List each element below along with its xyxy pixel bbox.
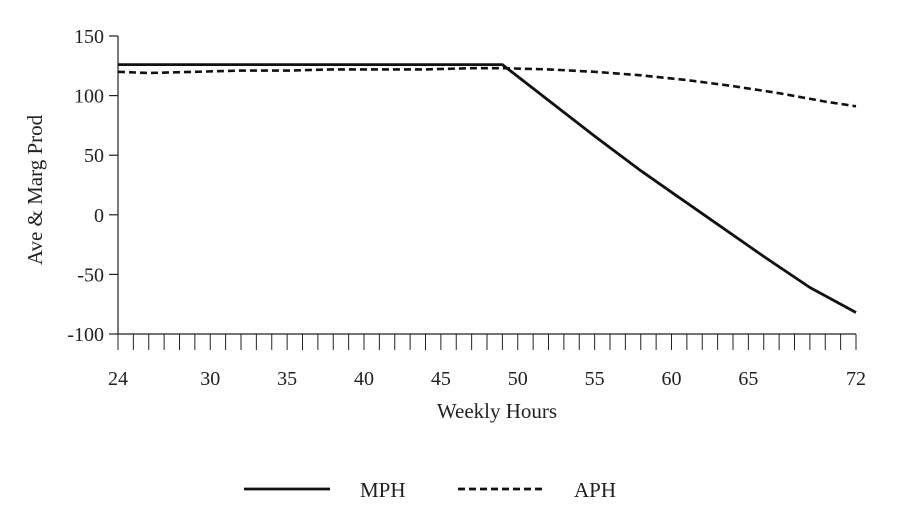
x-tick-label: 50 — [508, 368, 528, 390]
series-line-aph — [117, 66, 857, 108]
y-tick-label: 150 — [74, 26, 104, 48]
x-tick-label: 72 — [846, 368, 866, 390]
x-tick-label: 65 — [738, 368, 758, 390]
series-layer — [117, 63, 857, 314]
y-tick-label: 0 — [94, 205, 104, 227]
legend: MPH APH — [244, 478, 616, 502]
x-tick-label: 24 — [108, 368, 128, 390]
series-line-mph — [118, 63, 857, 314]
y-tick-label: 50 — [84, 145, 104, 167]
y-tick-label: -100 — [67, 324, 104, 346]
y-tick-label: -50 — [77, 264, 104, 286]
x-tick-label: 35 — [277, 368, 297, 390]
y-tick-label: 100 — [74, 86, 104, 108]
x-tick-label: 60 — [662, 368, 682, 390]
x-tick-label: 40 — [354, 368, 374, 390]
axes — [109, 35, 857, 350]
x-tick-label: 45 — [431, 368, 451, 390]
x-tick-label: 30 — [200, 368, 220, 390]
x-tick-label: 55 — [585, 368, 605, 390]
legend-label-mph: MPH — [360, 478, 406, 502]
y-axis-title: Ave & Marg Prod — [23, 114, 47, 265]
x-axis-title: Weekly Hours — [437, 399, 557, 423]
legend-label-aph: APH — [574, 478, 616, 502]
